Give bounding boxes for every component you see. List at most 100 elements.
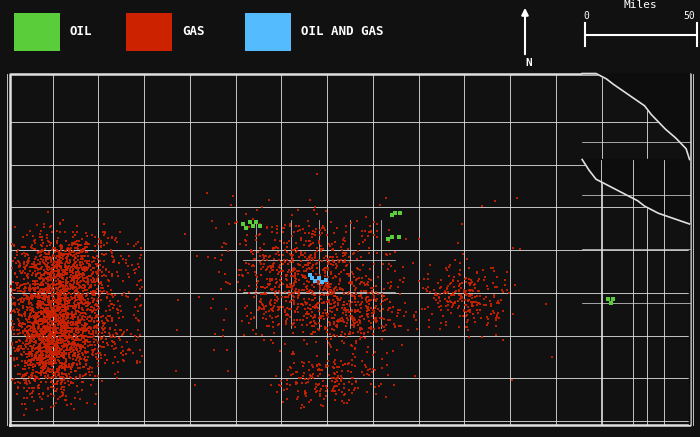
- Point: [8, 299, 20, 306]
- Point: [312, 361, 323, 368]
- Point: [43, 336, 55, 343]
- Point: [274, 348, 286, 355]
- Point: [91, 252, 102, 259]
- Point: [55, 386, 66, 393]
- Point: [463, 327, 474, 334]
- Point: [110, 340, 121, 347]
- Point: [66, 324, 78, 331]
- Point: [80, 299, 91, 306]
- Point: [486, 311, 497, 318]
- Point: [22, 336, 33, 343]
- Point: [75, 326, 86, 333]
- Point: [60, 325, 71, 332]
- Point: [29, 354, 40, 361]
- Point: [78, 378, 89, 385]
- Point: [344, 308, 355, 315]
- Point: [57, 274, 68, 281]
- Point: [47, 286, 58, 293]
- Point: [77, 267, 88, 274]
- Point: [69, 238, 80, 245]
- Point: [241, 210, 252, 217]
- Point: [17, 352, 28, 359]
- Point: [348, 293, 359, 300]
- Point: [46, 340, 57, 347]
- Point: [323, 260, 334, 267]
- Point: [60, 327, 71, 334]
- Point: [363, 229, 374, 236]
- Point: [19, 288, 30, 295]
- Point: [45, 301, 56, 308]
- Point: [258, 301, 269, 308]
- Point: [45, 368, 56, 375]
- Point: [311, 248, 322, 255]
- Point: [315, 314, 326, 321]
- Point: [54, 340, 65, 347]
- Point: [113, 334, 125, 341]
- Point: [38, 335, 50, 342]
- Point: [66, 277, 77, 284]
- Point: [50, 369, 61, 376]
- Point: [61, 270, 72, 277]
- Point: [251, 274, 262, 281]
- Point: [25, 294, 36, 301]
- Point: [47, 367, 58, 374]
- Point: [36, 327, 47, 334]
- Point: [351, 217, 363, 224]
- Point: [29, 293, 41, 300]
- Point: [15, 380, 26, 387]
- Point: [92, 301, 104, 308]
- Point: [30, 236, 41, 243]
- Point: [55, 329, 66, 336]
- Point: [42, 371, 53, 378]
- Point: [64, 363, 75, 370]
- Point: [220, 279, 232, 286]
- Point: [258, 252, 269, 259]
- Point: [62, 245, 74, 252]
- Point: [438, 312, 449, 319]
- Point: [265, 312, 276, 319]
- Point: [67, 283, 78, 290]
- Point: [336, 375, 347, 382]
- Point: [29, 309, 40, 316]
- Point: [78, 245, 89, 252]
- Point: [34, 375, 45, 382]
- Point: [104, 332, 116, 339]
- Point: [264, 307, 275, 314]
- Point: [26, 260, 37, 267]
- Point: [69, 274, 80, 281]
- Point: [38, 359, 50, 366]
- Point: [77, 322, 88, 329]
- Point: [20, 327, 32, 334]
- Point: [74, 241, 85, 248]
- Point: [28, 238, 39, 245]
- Point: [336, 388, 347, 395]
- Point: [50, 351, 62, 358]
- Point: [41, 328, 52, 335]
- Point: [402, 327, 413, 334]
- Point: [301, 256, 312, 263]
- Point: [325, 260, 336, 267]
- Point: [53, 307, 64, 314]
- Point: [9, 286, 20, 293]
- Point: [15, 343, 27, 350]
- Point: [111, 234, 122, 241]
- Point: [106, 247, 117, 254]
- Point: [69, 299, 80, 306]
- Point: [439, 289, 450, 296]
- Point: [42, 336, 53, 343]
- Point: [92, 373, 104, 380]
- Point: [430, 289, 442, 296]
- Point: [71, 263, 83, 270]
- Point: [122, 271, 133, 277]
- Point: [74, 289, 85, 296]
- Point: [128, 242, 139, 249]
- Point: [247, 222, 258, 229]
- Point: [72, 274, 83, 281]
- Point: [346, 279, 357, 286]
- Point: [36, 354, 47, 361]
- Point: [10, 279, 22, 286]
- Point: [52, 318, 64, 325]
- Point: [8, 321, 20, 328]
- Point: [69, 248, 80, 255]
- Point: [91, 271, 102, 278]
